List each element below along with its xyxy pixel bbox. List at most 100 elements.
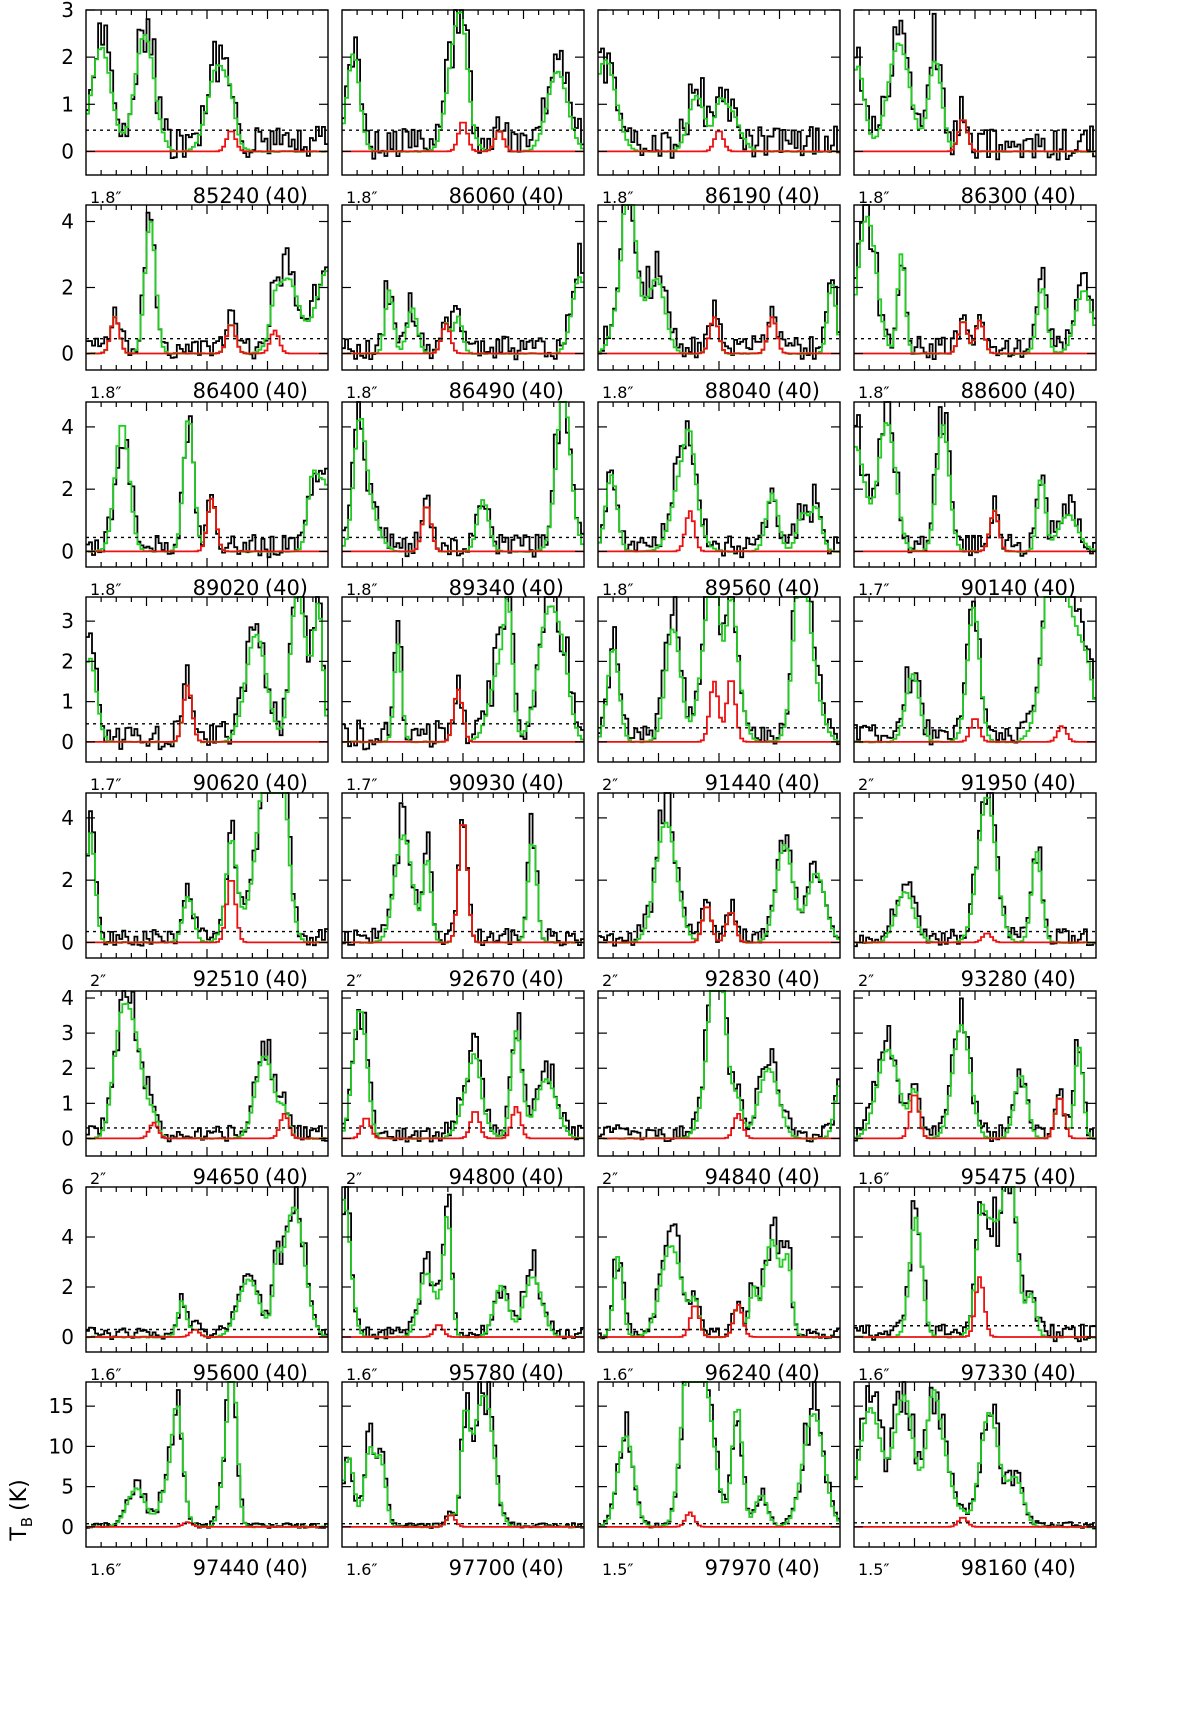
observed-spectrum: [598, 1216, 840, 1340]
full-model-spectrum: [86, 1206, 328, 1339]
panel-resolution-label: 1.8″: [602, 383, 633, 402]
panel-frequency-label: 89560: [705, 576, 772, 600]
spectrum-panel: 0 1 2 3 1.8″ 85240 (40): [61, 0, 329, 208]
panel-width-label: (40): [777, 771, 820, 795]
full-model-spectrum: [854, 42, 1096, 153]
species-model-spectrum: [598, 130, 840, 153]
panel-frequency-label: 94800: [449, 1165, 516, 1189]
spectrum-panel: 1.8″ 88040 (40): [597, 204, 841, 403]
species-model-spectrum: [342, 1324, 584, 1338]
panel-width-label: (40): [521, 576, 564, 600]
panel-frequency-label: 88040: [705, 379, 772, 403]
observed-spectrum: [342, 1009, 584, 1143]
panel-width-label: (40): [1033, 1361, 1076, 1385]
spectrum-panel: 1.8″ 86300 (40): [853, 9, 1097, 208]
panel-frequency-label: 97440: [193, 1556, 260, 1580]
panel-frequency-label: 86060: [449, 184, 516, 208]
panel-frequency-label: 89020: [193, 576, 260, 600]
panel-frequency-label: 92670: [449, 967, 516, 991]
panel-frequency-label: 97330: [961, 1361, 1028, 1385]
panel-frequency-label: 94840: [705, 1165, 772, 1189]
observed-spectrum: [86, 990, 328, 1143]
panel-resolution-label: 2″: [346, 1169, 362, 1188]
y-tick-label: 0: [61, 139, 74, 163]
panel-width-label: (40): [777, 1165, 820, 1189]
species-model-spectrum: [854, 119, 1096, 153]
species-model-spectrum: [598, 906, 840, 944]
species-model-spectrum: [86, 684, 328, 743]
panel-width-label: (40): [1033, 967, 1076, 991]
panel-width-label: (40): [265, 1556, 308, 1580]
panel-width-label: (40): [1033, 576, 1076, 600]
full-model-spectrum: [854, 422, 1096, 553]
panel-width-label: (40): [777, 1556, 820, 1580]
y-tick-label: 2: [61, 868, 74, 892]
panel-frame: [597, 1186, 841, 1353]
y-tick-label: 2: [61, 1275, 74, 1299]
y-tick-label: 5: [61, 1475, 74, 1499]
panel-frequency-label: 91440: [705, 771, 772, 795]
species-model-spectrum: [854, 1094, 1096, 1140]
species-model-spectrum: [342, 1106, 584, 1140]
y-tick-label: 0: [61, 1325, 74, 1349]
observed-spectrum: [86, 18, 328, 159]
panel-frequency-label: 90930: [449, 771, 516, 795]
species-model-spectrum: [854, 510, 1096, 553]
panel-resolution-label: 1.8″: [90, 580, 121, 599]
panel-resolution-label: 1.8″: [346, 580, 377, 599]
spectrum-panel: 1.8″ 86190 (40): [597, 9, 841, 208]
y-axis-label-subscript: B: [18, 1517, 36, 1527]
panel-width-label: (40): [777, 576, 820, 600]
full-model-spectrum: [342, 11, 584, 153]
full-model-spectrum: [86, 1381, 328, 1529]
y-tick-label: 0: [61, 539, 74, 563]
y-tick-label: 2: [61, 45, 74, 69]
y-tick-label: 1: [61, 1091, 74, 1115]
full-model-spectrum: [854, 1389, 1096, 1529]
panel-frequency-label: 86490: [449, 379, 516, 403]
panel-frame: [85, 1381, 329, 1548]
panel-resolution-label: 2″: [858, 971, 874, 990]
spectrum-panel: 0 2 4 1.8″ 89020 (40): [61, 401, 329, 600]
y-tick-label: 2: [61, 649, 74, 673]
spectrum-panel: 1.6″ 96240 (40): [597, 1186, 841, 1385]
spectrum-panel: 1.6″ 97330 (40): [853, 1186, 1097, 1385]
panel-resolution-label: 1.6″: [90, 1365, 121, 1384]
panel-frequency-label: 98160: [961, 1556, 1028, 1580]
observed-spectrum: [86, 1186, 328, 1340]
panel-width-label: (40): [777, 1361, 820, 1385]
panel-resolution-label: 1.8″: [602, 188, 633, 207]
species-model-spectrum: [86, 1521, 328, 1528]
y-tick-label: 2: [61, 276, 74, 300]
spectrum-panel: 0 1 2 3 1.7″ 90620 (40): [61, 596, 329, 795]
y-tick-label: 4: [61, 210, 74, 234]
species-model-spectrum: [86, 1113, 328, 1140]
species-model-spectrum: [598, 1511, 840, 1528]
spectrum-panel: 1.6″ 95475 (40): [853, 990, 1097, 1189]
panel-resolution-label: 2″: [90, 971, 106, 990]
full-model-spectrum: [342, 1198, 584, 1339]
panel-frequency-label: 86400: [193, 379, 260, 403]
panel-width-label: (40): [521, 771, 564, 795]
species-model-spectrum: [86, 316, 328, 355]
y-tick-label: 0: [61, 342, 74, 366]
y-tick-label: 0: [61, 1126, 74, 1150]
species-model-spectrum: [598, 680, 840, 743]
panel-resolution-label: 1.8″: [90, 188, 121, 207]
y-tick-label: 2: [61, 477, 74, 501]
panel-resolution-label: 1.6″: [346, 1365, 377, 1384]
y-tick-label: 6: [61, 1175, 74, 1199]
panel-width-label: (40): [265, 967, 308, 991]
panel-resolution-label: 1.6″: [858, 1365, 889, 1384]
species-model-spectrum: [86, 130, 328, 153]
species-model-spectrum: [86, 1329, 328, 1338]
species-model-spectrum: [854, 932, 1096, 944]
panel-frame: [341, 1186, 585, 1353]
panel-resolution-label: 2″: [858, 775, 874, 794]
species-model-spectrum: [598, 510, 840, 553]
panel-resolution-label: 1.7″: [346, 775, 377, 794]
panel-resolution-label: 1.6″: [346, 1560, 377, 1579]
spectrum-panel: 2″ 93280 (40): [853, 792, 1097, 991]
panel-width-label: (40): [1033, 1165, 1076, 1189]
y-tick-label: 1: [61, 92, 74, 116]
